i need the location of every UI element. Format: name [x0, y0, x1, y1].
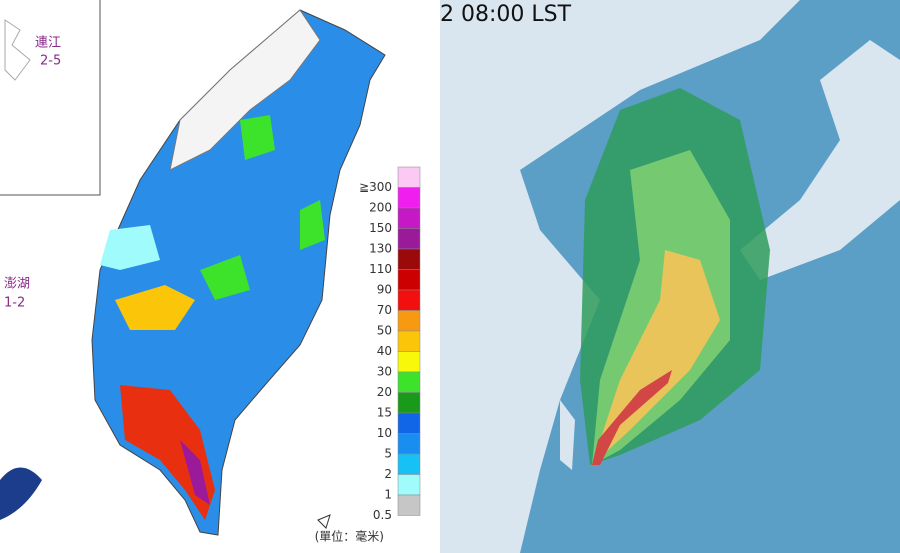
- north-dry: [169, 9, 321, 171]
- japan: [740, 40, 900, 280]
- legend-label: 130: [369, 242, 392, 256]
- legend-swatch: [397, 207, 421, 229]
- legend-swatch: [397, 330, 421, 352]
- legend-swatch: [397, 269, 421, 291]
- legend-label: 70: [377, 303, 392, 317]
- legend-swatch: [397, 494, 421, 516]
- islet: [317, 514, 331, 529]
- inset-frame: [0, 0, 101, 196]
- wind-cone-core: [592, 370, 672, 465]
- legend-label: 50: [377, 324, 392, 338]
- island-name: 連江: [35, 36, 61, 51]
- south-purple: [180, 440, 210, 505]
- legend-label: 20: [377, 385, 392, 399]
- island-range: 1-2: [4, 296, 25, 311]
- legend-label: 40: [377, 344, 392, 358]
- legend-label: 10: [377, 426, 392, 440]
- legend-swatch: [397, 371, 421, 393]
- legend-swatch: [397, 351, 421, 373]
- mainland: [440, 0, 800, 553]
- logo: [0, 467, 42, 520]
- time-label: 2 08:00 LST: [440, 2, 572, 27]
- legend-swatch: [397, 392, 421, 414]
- legend-label: 0.5: [373, 508, 392, 522]
- west-light: [100, 225, 160, 270]
- legend-label: 110: [369, 262, 392, 276]
- legend-swatch: [397, 289, 421, 311]
- legend-swatch: [397, 187, 421, 209]
- legend-label: 90: [377, 283, 392, 297]
- rain-map: 連江 2-5 澎湖 1-2 ≧3002001501301109070504030…: [0, 0, 437, 553]
- legend-label: 5: [384, 447, 392, 461]
- island-range: 2-5: [40, 54, 61, 69]
- legend-swatch: [397, 474, 421, 496]
- legend-swatch: [397, 433, 421, 455]
- legend-label: 15: [377, 406, 392, 420]
- legend-label: 1: [384, 488, 392, 502]
- divider: [437, 0, 440, 553]
- taiwan: [560, 400, 575, 470]
- legend-swatch: [397, 412, 421, 434]
- legend: ≧300 200 150 130 110 90 70 50 40 30 20 15 10 5 2 1 0.5: [359, 166, 421, 522]
- legend-swatch: [397, 248, 421, 270]
- legend-label: 2: [384, 467, 392, 481]
- south-red: [120, 385, 215, 520]
- legend-label: 200: [369, 201, 392, 215]
- legend-swatch: [397, 228, 421, 250]
- unit: (單位：毫米): [315, 529, 384, 544]
- island-name: 澎湖: [4, 277, 30, 292]
- legend-swatch: [397, 310, 421, 332]
- legend-swatch: [397, 166, 421, 188]
- legend-label: ≧300: [359, 180, 392, 194]
- central-yellow: [115, 285, 195, 330]
- coast: [4, 19, 31, 81]
- green-patches: [200, 115, 325, 300]
- legend-label: 30: [377, 365, 392, 379]
- wind-map: 2 08:00 LST: [440, 0, 900, 553]
- legend-swatch: [397, 453, 421, 475]
- legend-label: 150: [369, 221, 392, 235]
